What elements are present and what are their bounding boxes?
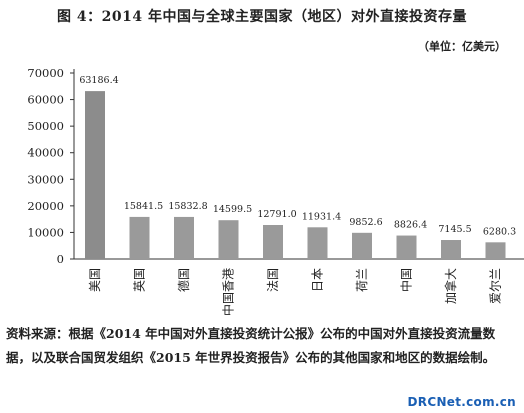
watermark: DRCNet.com.cn	[407, 395, 516, 409]
x-tick-label: 中国	[399, 268, 414, 292]
x-tick-label: 加拿大	[443, 268, 458, 304]
value-labels: 63186.4 15841.5 15832.8 14599.5 12791.0 11931…	[79, 75, 516, 237]
value-label: 7145.5	[438, 224, 471, 235]
value-label: 8826.4	[394, 220, 427, 231]
value-label: 12791.0	[257, 209, 296, 220]
chart-title: 图 4：2014 年中国与全球主要国家（地区）对外直接投资存量	[57, 9, 467, 25]
value-label: 14599.5	[213, 204, 252, 215]
value-label: 6280.3	[483, 226, 516, 237]
y-tick-label: 0	[57, 252, 64, 266]
bar	[396, 235, 417, 259]
x-tick-labels: 美国 英国 德国 中国香港 法国 日本 荷兰 中国 加拿大 爱尔兰	[88, 268, 503, 316]
bar	[263, 225, 283, 259]
bar	[218, 220, 239, 259]
value-label: 15841.5	[124, 201, 163, 212]
value-label: 15832.8	[168, 201, 207, 212]
x-tick-label: 中国香港	[221, 268, 236, 316]
y-tick-label: 70000	[27, 66, 64, 80]
value-label: 63186.4	[79, 75, 118, 86]
y-tick-label: 20000	[27, 199, 64, 213]
value-label: 9852.6	[349, 217, 382, 228]
source-note: 资料来源：根据《2014 年中国对外直接投资统计公报》公布的中国对外直接投资流量…	[6, 326, 496, 365]
y-tick-label: 40000	[27, 146, 64, 160]
bar	[485, 242, 506, 259]
x-tick-label: 日本	[311, 268, 325, 292]
value-label: 11931.4	[302, 211, 341, 222]
bar	[174, 216, 194, 259]
bar	[129, 216, 150, 259]
bar	[352, 232, 372, 259]
y-tick-label: 60000	[27, 93, 64, 107]
bar	[441, 240, 461, 259]
x-tick-label: 法国	[266, 268, 280, 292]
bar	[307, 227, 328, 259]
y-tick-label: 30000	[27, 172, 64, 186]
y-tick-label: 10000	[27, 225, 64, 239]
x-tick-label: 美国	[88, 268, 102, 292]
y-tick-label: 50000	[27, 119, 64, 133]
bars	[85, 91, 506, 259]
unit-label: （单位：亿美元）	[418, 40, 506, 53]
x-tick-label: 德国	[176, 268, 191, 292]
bar-chart: 0 10000 20000 30000 40000 50000 60000 70000 631…	[27, 66, 524, 316]
x-tick-label: 英国	[133, 268, 147, 292]
x-tick-label: 荷兰	[355, 268, 369, 292]
x-tick-label: 爱尔兰	[488, 268, 503, 304]
bar	[85, 91, 105, 259]
